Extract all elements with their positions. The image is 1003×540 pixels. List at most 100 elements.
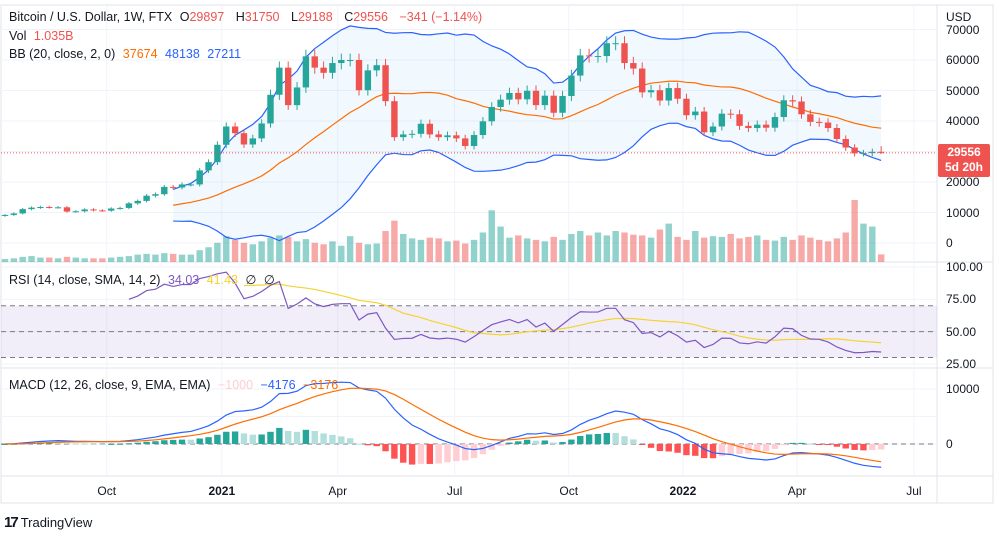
rsi-line bbox=[128, 271, 882, 354]
symbol-title[interactable]: Bitcoin / U.S. Dollar, 1W, FTX bbox=[9, 10, 173, 24]
price-axis-label: 40000 bbox=[946, 114, 980, 128]
macd-histogram-bar bbox=[267, 431, 274, 444]
candle-body bbox=[364, 70, 372, 91]
volume-bar bbox=[568, 233, 575, 262]
low-value: 29188 bbox=[297, 10, 333, 24]
candle-body bbox=[869, 151, 876, 154]
macd-histogram-bar bbox=[621, 436, 628, 444]
volume-bar bbox=[223, 236, 230, 262]
volume-bar bbox=[577, 231, 584, 262]
macd-histogram-bar bbox=[780, 444, 787, 446]
macd-histogram-bar bbox=[462, 444, 469, 461]
candle-body bbox=[665, 88, 672, 101]
macd-histogram-bar bbox=[639, 444, 646, 445]
macd-histogram-bar bbox=[161, 440, 168, 444]
volume-bar bbox=[302, 239, 310, 262]
macd-histogram-bar bbox=[320, 433, 327, 444]
volume-bar bbox=[231, 239, 239, 262]
macd-histogram-bar bbox=[869, 444, 876, 451]
volume-bar bbox=[338, 245, 345, 262]
bb-lower-value: 27211 bbox=[207, 47, 242, 61]
volume-bar bbox=[647, 237, 655, 262]
candle-body bbox=[435, 134, 442, 138]
candle-body bbox=[550, 95, 557, 113]
tradingview-logo[interactable]: 17 TradingView bbox=[4, 514, 92, 531]
macd-histogram-bar bbox=[762, 444, 770, 452]
candle-body bbox=[72, 211, 79, 213]
macd-histogram-bar bbox=[807, 443, 814, 445]
macd-histogram-bar bbox=[700, 444, 708, 459]
macd-histogram-bar bbox=[408, 444, 416, 465]
volume-bar bbox=[1, 259, 9, 262]
macd-histogram-bar bbox=[231, 431, 239, 444]
candle-body bbox=[54, 207, 62, 209]
volume-bar bbox=[515, 235, 522, 262]
macd-histogram-bar bbox=[824, 444, 832, 446]
volume-bar bbox=[674, 236, 681, 262]
macd-histogram-bar bbox=[240, 433, 248, 444]
volume-bar bbox=[736, 238, 743, 262]
candle-body bbox=[559, 95, 566, 113]
change-value: −341 (−1.14%) bbox=[399, 10, 483, 24]
macd-histogram-bar bbox=[603, 432, 610, 444]
volume-legend[interactable]: Vol 1.035B bbox=[9, 29, 78, 43]
candle-body bbox=[877, 151, 885, 153]
volume-bar bbox=[683, 239, 690, 262]
macd-line bbox=[4, 381, 882, 468]
macd-histogram-bar bbox=[143, 441, 150, 444]
candle-body bbox=[612, 43, 619, 45]
macd-histogram-bar bbox=[391, 444, 398, 459]
volume-bar bbox=[807, 237, 814, 262]
macd-histogram-bar bbox=[453, 444, 460, 462]
candle-body bbox=[860, 153, 867, 155]
macd-histogram-bar bbox=[196, 438, 203, 444]
volume-bar bbox=[346, 236, 354, 262]
candle-body bbox=[700, 111, 708, 133]
volume-bar bbox=[559, 239, 566, 262]
candle-body bbox=[231, 126, 239, 134]
macd-histogram-bar bbox=[364, 444, 372, 446]
rsi-extra-2: ∅ bbox=[263, 273, 275, 287]
bb-legend[interactable]: BB (20, close, 2, 0) 37674 48138 27211 bbox=[9, 47, 245, 61]
candle-body bbox=[10, 213, 18, 215]
close-value: 29556 bbox=[353, 10, 388, 24]
volume-bar bbox=[161, 253, 168, 262]
macd-legend[interactable]: MACD (12, 26, close, 9, EMA, EMA) −1000 … bbox=[9, 378, 342, 392]
candle-body bbox=[630, 63, 637, 69]
volume-bar bbox=[612, 231, 619, 262]
rsi-legend[interactable]: RSI (14, close, SMA, 14, 2) 34.03 41.43 … bbox=[9, 272, 279, 287]
macd-histogram-bar bbox=[90, 443, 97, 445]
candle-body bbox=[373, 65, 380, 71]
candle-body bbox=[851, 147, 858, 154]
volume-bar bbox=[400, 233, 407, 262]
volume-bar bbox=[585, 235, 593, 262]
macd-axis-label: 0 bbox=[946, 437, 953, 451]
macd-histogram-bar bbox=[338, 436, 345, 444]
volume-bar bbox=[444, 241, 451, 262]
candle-body bbox=[408, 133, 416, 135]
macd-histogram-bar bbox=[108, 443, 115, 445]
bb-basis-line bbox=[173, 80, 882, 206]
macd-histogram-bar bbox=[258, 434, 265, 444]
macd-histogram-bar bbox=[285, 430, 292, 444]
volume-bar bbox=[205, 247, 212, 262]
volume-bar bbox=[329, 241, 336, 262]
volume-bar bbox=[842, 232, 849, 262]
volume-bar bbox=[639, 235, 646, 262]
volume-bar bbox=[541, 241, 549, 262]
candle-body bbox=[99, 210, 106, 212]
rsi-axis-label: 50.00 bbox=[946, 324, 977, 339]
volume-bar bbox=[665, 223, 672, 262]
macd-histogram-bar bbox=[515, 441, 522, 444]
volume-bar bbox=[603, 235, 610, 262]
candle-body bbox=[727, 113, 734, 115]
volume-bar bbox=[798, 235, 805, 262]
macd-histogram-bar bbox=[355, 443, 363, 445]
candle-body bbox=[178, 184, 186, 188]
candle-body bbox=[37, 207, 44, 209]
open-value: 29897 bbox=[189, 10, 225, 24]
time-axis-label: Apr bbox=[328, 484, 348, 498]
volume-bar bbox=[869, 226, 876, 262]
